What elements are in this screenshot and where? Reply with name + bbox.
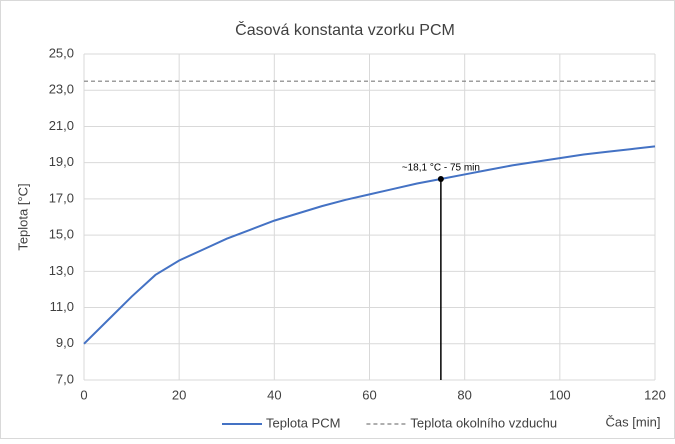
y-tick-label: 17,0 bbox=[49, 190, 74, 205]
x-tick-label: 80 bbox=[457, 387, 471, 402]
y-tick-label: 15,0 bbox=[49, 227, 74, 242]
x-tick-label: 120 bbox=[644, 387, 666, 402]
x-tick-label: 100 bbox=[549, 387, 571, 402]
y-tick-label: 7,0 bbox=[56, 371, 74, 386]
y-tick-label: 9,0 bbox=[56, 335, 74, 350]
x-axis-label: Čas [min] bbox=[606, 414, 661, 429]
y-tick-label: 23,0 bbox=[49, 82, 74, 97]
y-axis-label: Teplota [°C] bbox=[15, 183, 30, 250]
line-series bbox=[83, 145, 656, 345]
x-tick-label: 60 bbox=[362, 387, 376, 402]
y-tick-label: 21,0 bbox=[49, 118, 74, 133]
y-tick-label: 19,0 bbox=[49, 154, 74, 169]
y-tick-label: 25,0 bbox=[49, 45, 74, 60]
y-tick-label: 13,0 bbox=[49, 263, 74, 278]
annotation-text: ~18,1 °C - 75 min bbox=[402, 163, 480, 174]
x-tick-label: 20 bbox=[172, 387, 186, 402]
chart-title: Časová konstanta vzorku PCM bbox=[235, 20, 455, 39]
annotation-point bbox=[437, 175, 444, 182]
y-tick-label: 11,0 bbox=[50, 299, 74, 314]
legend-label: Teplota okolního vzduchu bbox=[410, 415, 557, 430]
x-tick-label: 0 bbox=[80, 387, 87, 402]
legend-label: Teplota PCM bbox=[266, 415, 340, 430]
x-tick-label: 40 bbox=[267, 387, 281, 402]
